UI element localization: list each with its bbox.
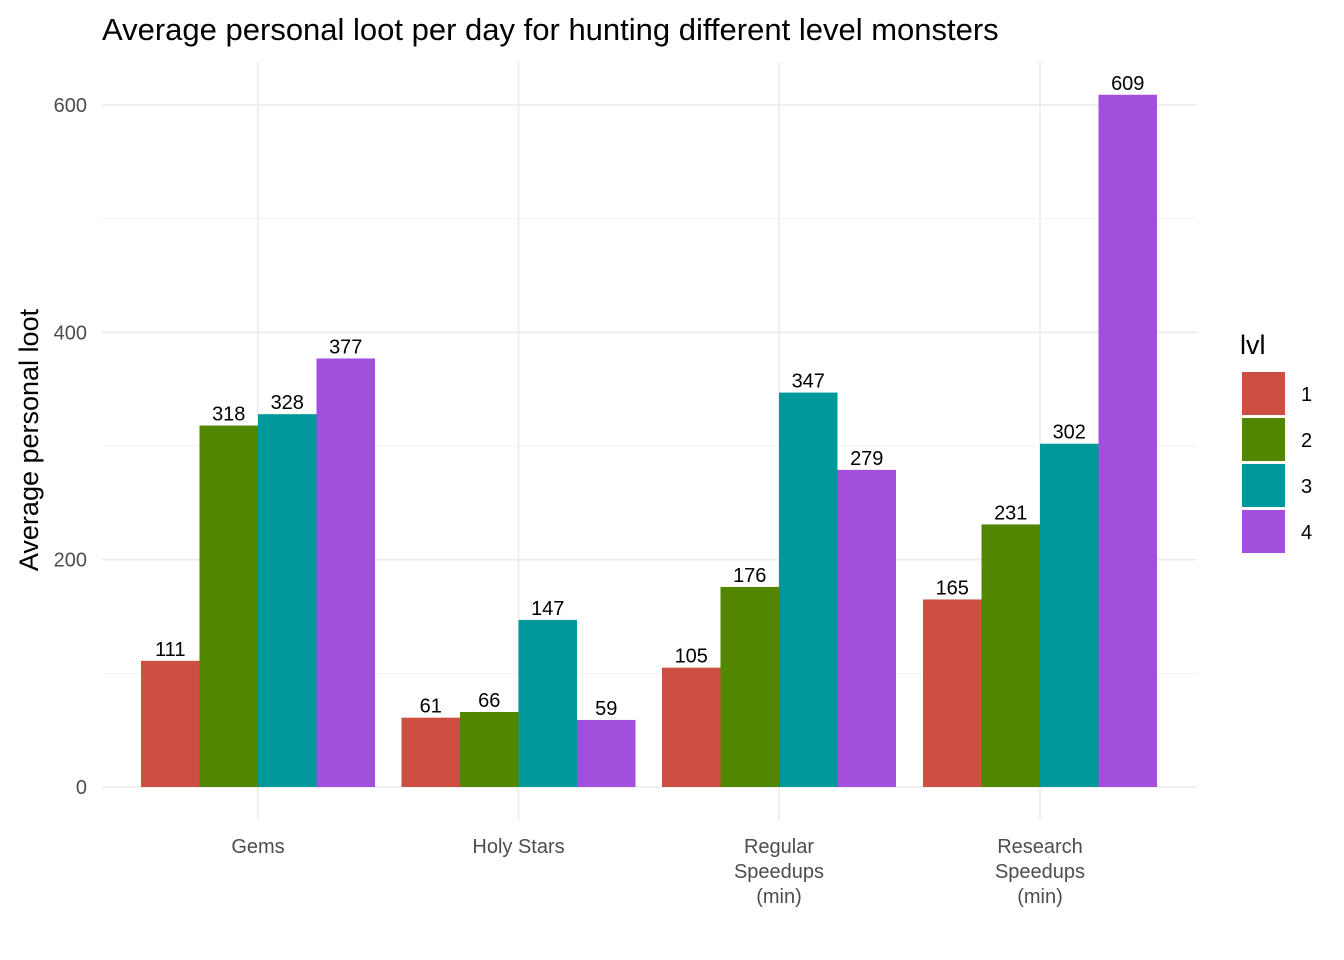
value-label: 609	[1111, 73, 1144, 95]
value-label: 165	[936, 577, 969, 599]
value-label: 176	[733, 565, 766, 587]
bar	[779, 392, 838, 787]
value-label: 318	[212, 404, 245, 426]
x-axis-ticks: Gems Holy Stars Regular Speedups (min) Resear…	[231, 836, 1085, 908]
value-label: 231	[994, 502, 1027, 524]
bar	[460, 711, 519, 787]
bar	[837, 469, 896, 787]
legend-swatch	[1242, 464, 1285, 507]
x-tick-label: Speedups	[995, 861, 1085, 883]
value-label: 105	[675, 646, 708, 668]
legend-label: 3	[1301, 476, 1312, 498]
value-label: 66	[478, 690, 500, 712]
bar	[981, 524, 1040, 787]
value-label: 377	[329, 336, 362, 358]
legend-swatch	[1242, 510, 1285, 553]
x-tick-label: Gems	[231, 836, 284, 858]
value-label: 347	[792, 371, 825, 393]
legend-label: 4	[1301, 522, 1312, 544]
y-tick-label: 400	[54, 322, 87, 344]
chart-title: Average personal loot per day for huntin…	[102, 12, 999, 47]
legend-swatch	[1242, 372, 1285, 415]
value-label: 279	[850, 448, 883, 470]
bar	[923, 599, 982, 787]
x-tick-label: Holy Stars	[472, 836, 564, 858]
bar	[401, 717, 460, 787]
legend-swatch	[1242, 418, 1285, 461]
x-tick-label: Research	[997, 836, 1083, 858]
bar	[518, 619, 577, 787]
value-label: 328	[271, 392, 304, 414]
value-label: 59	[595, 698, 617, 720]
value-label: 302	[1053, 422, 1086, 444]
y-tick-label: 0	[76, 777, 87, 799]
bar	[199, 425, 258, 787]
bars	[141, 94, 1157, 787]
value-labels: 111 318 328 377 61 66 147 59 105 176 347 279 165 231 3…	[155, 73, 1144, 720]
bar	[1040, 443, 1099, 787]
legend-title: lvl	[1240, 330, 1266, 360]
bar	[662, 667, 721, 787]
x-tick-label: Speedups	[734, 861, 824, 883]
legend: lvl 1 2 3 4	[1240, 330, 1312, 553]
bar	[258, 414, 317, 787]
y-axis-ticks: 0 200 400 600	[54, 95, 87, 799]
value-label: 111	[155, 639, 185, 661]
legend-label: 1	[1301, 384, 1312, 406]
bar	[1098, 94, 1157, 787]
y-tick-label: 200	[54, 550, 87, 572]
bar	[316, 358, 375, 787]
x-tick-label: Regular	[744, 836, 814, 858]
y-tick-label: 600	[54, 95, 87, 117]
x-tick-label: (min)	[1017, 886, 1063, 908]
y-axis-label: Average personal loot	[14, 308, 44, 571]
legend-label: 2	[1301, 430, 1312, 452]
value-label: 61	[420, 696, 442, 718]
value-label: 147	[531, 598, 564, 620]
bar	[577, 719, 636, 787]
bar	[141, 660, 200, 787]
bar	[720, 586, 779, 787]
x-tick-label: (min)	[756, 886, 802, 908]
